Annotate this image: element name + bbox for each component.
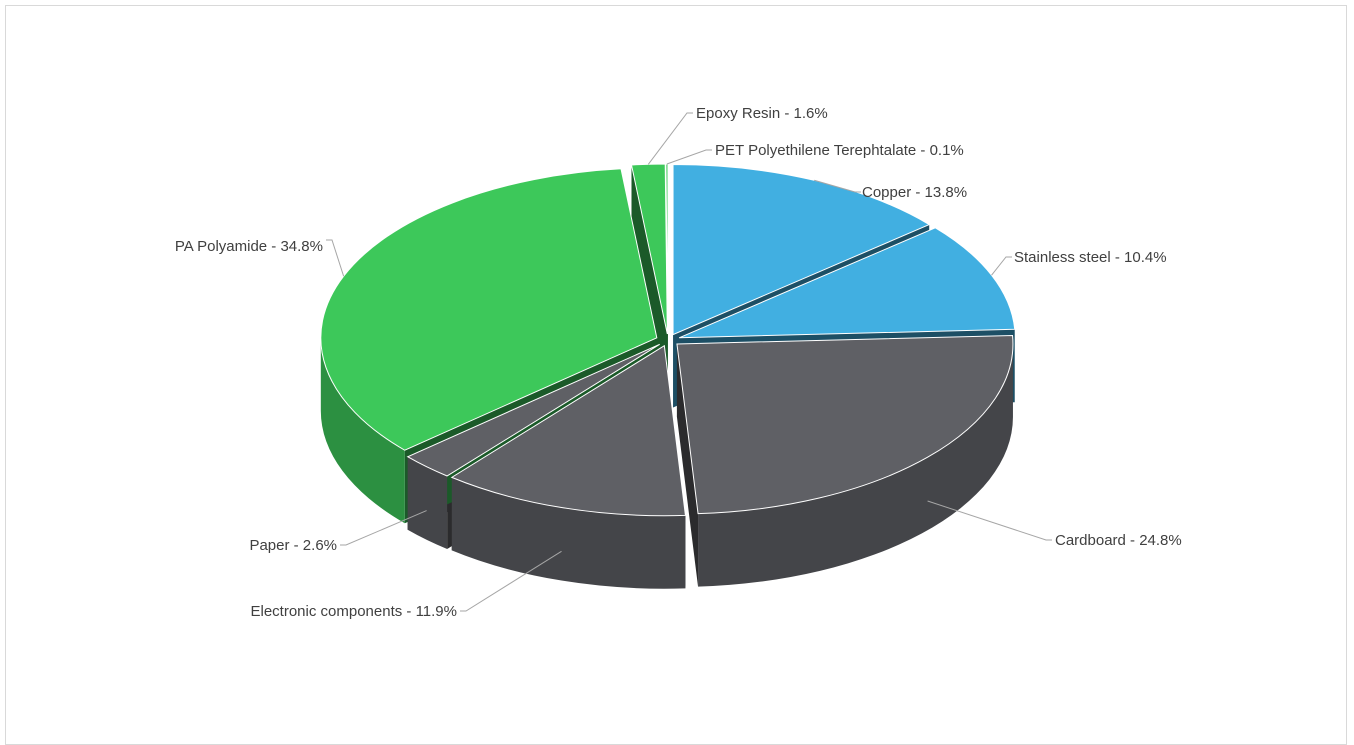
paper-data-label: Paper - 2.6% — [249, 537, 337, 554]
electronic-components-data-label: Electronic components - 11.9% — [251, 603, 458, 620]
epoxy-resin-data-label: Epoxy Resin - 1.6% — [696, 105, 828, 122]
pa-polyamide-leader-line — [326, 240, 344, 276]
cardboard-data-label: Cardboard - 24.8% — [1055, 532, 1182, 549]
cardboard-leader-line — [928, 501, 1052, 540]
pa-polyamide-data-label: PA Polyamide - 34.8% — [175, 238, 323, 255]
copper-data-label: Copper - 13.8% — [862, 184, 967, 201]
pet-polyethilene-terephtalate-data-label: PET Polyethilene Terephtalate - 0.1% — [715, 142, 964, 159]
stainless-steel-leader-line — [992, 257, 1012, 275]
pie-chart: Copper - 13.8% Stainless steel - 10.4% Car… — [0, 0, 1354, 730]
pet-polyethilene-terephtalate-leader-line — [667, 150, 712, 164]
stainless-steel-data-label: Stainless steel - 10.4% — [1014, 249, 1167, 266]
